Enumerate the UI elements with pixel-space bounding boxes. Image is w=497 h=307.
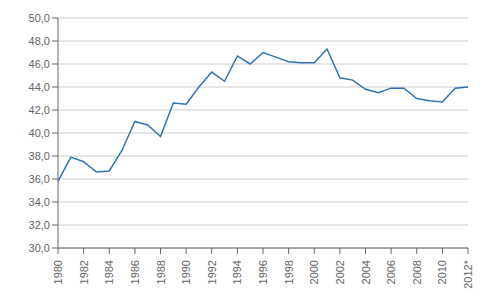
svg-text:2000: 2000 <box>308 260 320 284</box>
svg-text:40,0: 40,0 <box>29 127 50 139</box>
svg-text:1990: 1990 <box>180 260 192 284</box>
svg-text:1998: 1998 <box>283 260 295 284</box>
svg-text:48,0: 48,0 <box>29 35 50 47</box>
svg-text:38,0: 38,0 <box>29 150 50 162</box>
svg-text:2002: 2002 <box>334 260 346 284</box>
svg-text:34,0: 34,0 <box>29 196 50 208</box>
svg-text:2010: 2010 <box>436 260 448 284</box>
svg-text:1984: 1984 <box>103 260 115 284</box>
svg-text:1996: 1996 <box>257 260 269 284</box>
svg-text:42,0: 42,0 <box>29 104 50 116</box>
svg-text:1992: 1992 <box>206 260 218 284</box>
svg-text:1982: 1982 <box>78 260 90 284</box>
svg-text:44,0: 44,0 <box>29 81 50 93</box>
svg-text:2008: 2008 <box>411 260 423 284</box>
svg-text:32,0: 32,0 <box>29 219 50 231</box>
svg-text:2004: 2004 <box>360 260 372 284</box>
svg-text:1994: 1994 <box>231 260 243 284</box>
svg-text:1988: 1988 <box>155 260 167 284</box>
svg-text:50,0: 50,0 <box>29 12 50 24</box>
svg-text:46,0: 46,0 <box>29 58 50 70</box>
svg-text:2012*: 2012* <box>462 259 474 288</box>
svg-text:30,0: 30,0 <box>29 242 50 254</box>
svg-text:36,0: 36,0 <box>29 173 50 185</box>
svg-text:2006: 2006 <box>385 260 397 284</box>
svg-text:1980: 1980 <box>52 260 64 284</box>
svg-text:1986: 1986 <box>129 260 141 284</box>
